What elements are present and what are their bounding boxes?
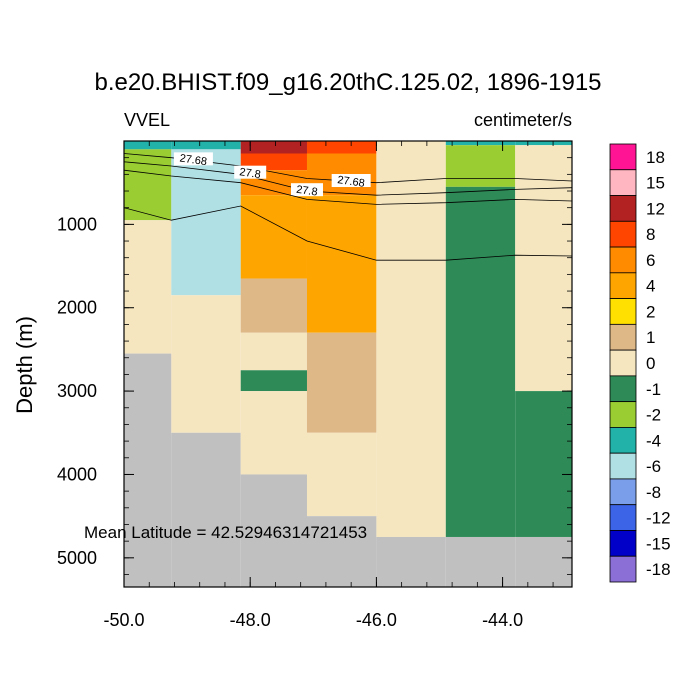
colorbar-swatch	[609, 220, 637, 248]
heatmap-cell	[376, 536, 446, 587]
mean-latitude-annotation: Mean Latitude = 42.52946314721453	[84, 523, 367, 542]
heatmap-cell	[306, 195, 377, 333]
colorbar-label: 18	[646, 148, 665, 167]
colorbar-swatch	[609, 246, 637, 274]
colorbar-label: 8	[646, 225, 655, 244]
colorbar-swatch	[609, 298, 637, 325]
x-tick-label: -48.0	[230, 610, 271, 630]
colorbar-label: 6	[646, 251, 655, 270]
heatmap-cell	[445, 536, 516, 587]
colorbar-swatch	[609, 272, 637, 299]
heatmap-cells	[124, 141, 572, 587]
contour-line	[123, 205, 573, 261]
contour-label: 27.68	[179, 152, 208, 168]
contour-label-bg	[234, 165, 267, 179]
plot-frame	[123, 140, 573, 588]
colorbar-label: -15	[646, 534, 671, 553]
colorbar-swatch	[609, 452, 637, 480]
colorbar-label: 2	[646, 302, 655, 321]
x-tick-label: -46.0	[356, 610, 397, 630]
contour-label-bg	[331, 174, 371, 188]
colorbar-label: -6	[646, 457, 661, 476]
colorbar-label: -18	[646, 560, 671, 579]
colorbar-swatch	[609, 323, 637, 351]
colorbar-swatch	[609, 169, 637, 196]
heatmap-cell	[240, 332, 307, 371]
heatmap-cell	[240, 391, 307, 475]
heatmap-cell	[240, 370, 307, 392]
contour-label-bg	[173, 152, 213, 166]
colorbar-swatch	[609, 143, 637, 171]
heatmap-cell	[240, 195, 307, 279]
heatmap-cell	[240, 141, 307, 154]
y-tick-label: 4000	[57, 464, 97, 484]
colorbar-swatch	[609, 504, 637, 531]
x-tick-label: -50.0	[103, 610, 144, 630]
chart-title: b.e20.BHIST.f09_g16.20thC.125.02, 1896-1…	[94, 69, 601, 96]
heatmap-cell	[124, 220, 172, 354]
y-axis-label: Depth (m)	[12, 316, 37, 414]
colorbar-label: 1	[646, 328, 655, 347]
heatmap-cell	[240, 474, 307, 587]
contour-line	[123, 169, 573, 205]
colorbar-label: -12	[646, 509, 671, 528]
colorbar: 18 15 12 8 6 4 2 1 0 -1 -2 -4 -6 -8 -12 -15 -18	[609, 143, 671, 583]
colorbar-label: 0	[646, 354, 655, 373]
heatmap-cell	[171, 149, 241, 296]
heatmap-cell	[515, 141, 572, 146]
axis-ticks: -50.0 -48.0 -46.0 -44.0 1000 2000 3000 4000 5000	[57, 141, 572, 630]
heatmap-cell	[515, 391, 572, 537]
heatmap-cell	[306, 332, 377, 433]
colorbar-swatch	[609, 195, 637, 222]
colorbar-label: -8	[646, 483, 661, 502]
heatmap-cell	[124, 141, 172, 150]
heatmap-cell	[445, 145, 516, 187]
y-tick-label: 2000	[57, 298, 97, 318]
y-tick-label: 1000	[57, 214, 97, 234]
colorbar-label: 12	[646, 199, 665, 218]
heatmap-cell	[171, 432, 241, 587]
heatmap-cell	[376, 141, 446, 537]
heatmap-cell	[171, 295, 241, 433]
colorbar-swatch	[609, 427, 637, 454]
y-tick-label: 5000	[57, 548, 97, 568]
colorbar-label: 4	[646, 277, 655, 296]
colorbar-swatch	[609, 555, 637, 583]
variable-label: VVEL	[124, 110, 170, 130]
contour-label-bg	[290, 183, 323, 197]
contour-label: 27.8	[295, 184, 318, 199]
heatmap-cell	[124, 353, 172, 587]
heatmap-cell	[306, 141, 377, 154]
contour-lines: 27.68 27.68 27.8 27.8	[123, 152, 573, 261]
heatmap-cell	[515, 536, 572, 587]
contour-label: 27.8	[239, 166, 262, 181]
heatmap-cell	[306, 432, 377, 517]
colorbar-swatch	[609, 530, 637, 557]
heatmap-cell	[240, 278, 307, 333]
colorbar-swatch	[609, 401, 637, 428]
colorbar-label: -1	[646, 380, 661, 399]
colorbar-swatch	[609, 349, 637, 377]
colorbar-swatch	[609, 478, 637, 506]
x-tick-label: -44.0	[482, 610, 523, 630]
colorbar-label: 15	[646, 174, 665, 193]
heatmap-cell	[445, 186, 516, 537]
units-label: centimeter/s	[474, 110, 572, 130]
heatmap-cell	[124, 149, 172, 221]
heatmap-cell	[445, 141, 516, 146]
y-tick-label: 3000	[57, 381, 97, 401]
heatmap-cell	[171, 141, 241, 150]
colorbar-swatch	[609, 375, 637, 403]
contour-label: 27.68	[337, 174, 366, 190]
heatmap-cell	[306, 516, 377, 587]
colorbar-label: -4	[646, 431, 661, 450]
heatmap-cell	[515, 145, 572, 392]
colorbar-label: -2	[646, 406, 661, 425]
contour-line	[123, 161, 573, 196]
